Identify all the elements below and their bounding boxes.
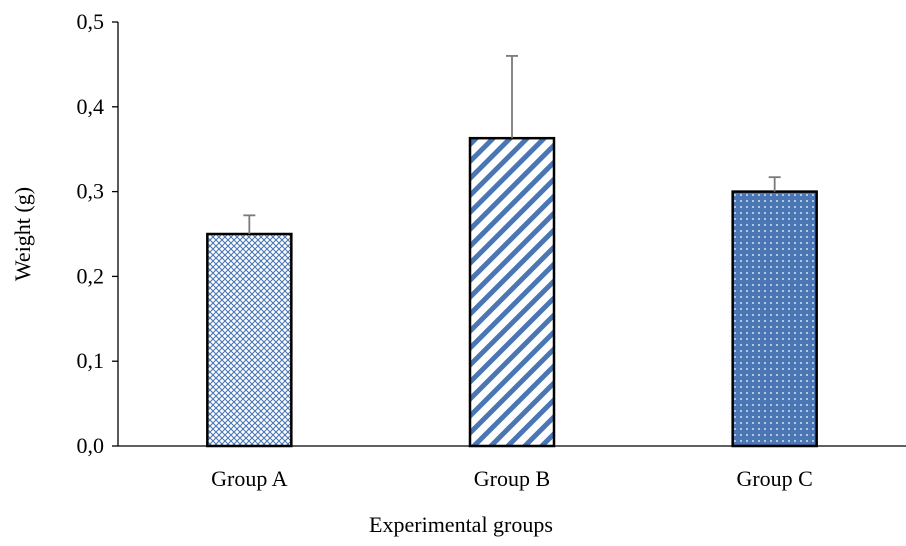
x-axis-ticks: Group A Group B Group C xyxy=(211,466,813,491)
y-tick-label: 0,3 xyxy=(77,179,105,204)
bar-group-c xyxy=(731,190,818,448)
error-bars-group xyxy=(243,55,781,234)
y-tick-label: 0,0 xyxy=(77,433,105,458)
y-tick-label: 0,1 xyxy=(77,348,105,373)
x-tick-label: Group C xyxy=(736,466,812,491)
y-axis-title: Weight (g) xyxy=(10,187,35,281)
x-tick-label: Group B xyxy=(474,466,550,491)
bars-group xyxy=(206,136,818,448)
x-axis-title: Experimental groups xyxy=(369,512,553,537)
bar-group-a xyxy=(206,232,293,448)
y-tick-label: 0,4 xyxy=(77,94,105,119)
y-tick-label: 0,2 xyxy=(77,263,105,288)
x-tick-label: Group A xyxy=(211,466,288,491)
bar-group-b xyxy=(468,136,556,448)
y-tick-label: 0,5 xyxy=(77,9,105,34)
y-axis-ticks: 0,0 0,1 0,2 0,3 0,4 0,5 xyxy=(77,9,118,458)
